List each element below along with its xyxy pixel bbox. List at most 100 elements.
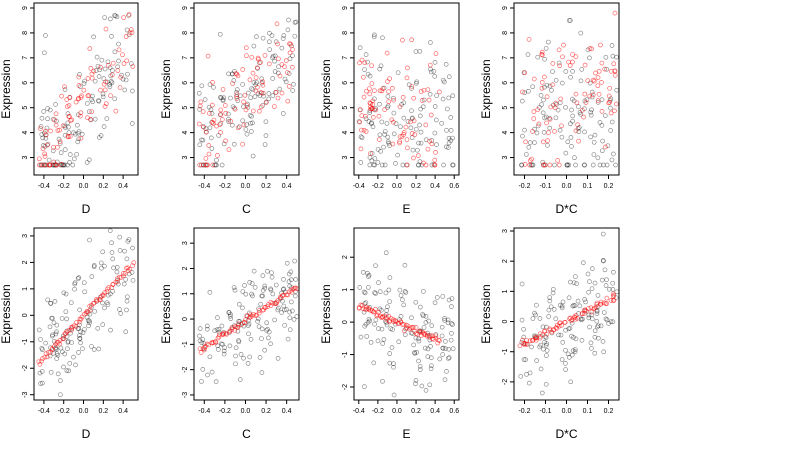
black-point <box>416 338 422 344</box>
black-point <box>387 360 393 366</box>
red-point <box>547 116 553 122</box>
black-point <box>440 77 446 83</box>
red-point <box>531 109 537 115</box>
black-point <box>41 109 47 114</box>
red-point <box>522 162 528 167</box>
black-point <box>104 116 110 121</box>
black-point <box>256 324 262 329</box>
red-point <box>89 75 95 81</box>
black-point <box>97 67 103 73</box>
black-point <box>446 346 452 352</box>
black-point <box>579 338 585 343</box>
black-point <box>450 322 455 327</box>
black-point <box>229 122 235 128</box>
red-point <box>413 325 419 330</box>
black-point <box>385 94 391 99</box>
black-point <box>538 342 544 348</box>
red-point <box>428 333 434 339</box>
black-point <box>52 299 58 304</box>
black-point <box>589 107 594 113</box>
red-point <box>53 111 59 117</box>
black-point <box>578 30 584 36</box>
red-point <box>76 83 82 88</box>
red-point <box>244 103 250 108</box>
y-tick-label: 3 <box>502 229 509 233</box>
black-point <box>412 351 418 356</box>
black-point <box>208 107 214 112</box>
red-point <box>123 34 129 40</box>
black-point <box>233 353 238 359</box>
black-point <box>116 41 121 47</box>
red-point <box>418 89 424 94</box>
black-point <box>264 328 269 333</box>
x-tick-label: -0.4 <box>198 183 210 190</box>
black-point <box>121 281 127 287</box>
black-point <box>529 162 535 168</box>
black-point <box>417 122 422 128</box>
x-tick-label: 0.4 <box>282 183 292 190</box>
red-points-8 <box>517 291 617 349</box>
red-point <box>203 129 209 135</box>
red-point <box>289 289 295 295</box>
black-point <box>71 130 76 136</box>
red-point <box>85 308 90 314</box>
black-point <box>207 125 213 131</box>
black-point <box>398 292 404 298</box>
black-point <box>588 112 594 118</box>
black-point <box>388 326 394 332</box>
black-point <box>249 281 255 286</box>
black-point <box>418 140 424 146</box>
black-point <box>429 138 435 143</box>
y-tick-label: 4 <box>22 131 29 135</box>
x-tick-label: 0.2 <box>98 183 108 190</box>
x-tick-label: -0.4 <box>353 183 365 190</box>
black-point <box>258 301 264 307</box>
red-point <box>74 319 79 325</box>
black-point <box>108 327 113 333</box>
black-point <box>365 285 371 290</box>
red-point <box>86 93 92 98</box>
black-point <box>614 87 620 93</box>
red-point <box>383 315 389 320</box>
black-point <box>41 162 47 168</box>
black-point <box>260 273 266 278</box>
red-point <box>373 306 378 312</box>
black-point <box>219 162 225 168</box>
black-point <box>442 318 448 323</box>
black-point <box>613 162 618 168</box>
red-point <box>260 90 266 96</box>
black-point <box>244 122 249 127</box>
black-point <box>250 120 255 126</box>
black-point <box>592 132 598 138</box>
black-point <box>584 97 590 103</box>
x-tick-label: -0.4 <box>198 408 210 415</box>
black-point <box>433 117 439 123</box>
red-point <box>531 76 537 82</box>
black-point <box>117 234 123 240</box>
black-point <box>425 346 431 352</box>
black-point <box>38 162 44 168</box>
red-point <box>115 68 121 73</box>
y-axis-title: Expression <box>0 284 13 343</box>
black-point <box>63 291 69 297</box>
black-point <box>432 300 438 306</box>
black-point <box>45 106 50 111</box>
black-point <box>409 86 414 91</box>
black-point <box>532 310 537 316</box>
black-point <box>530 162 536 168</box>
black-point <box>416 140 421 146</box>
black-point <box>226 111 231 117</box>
black-point <box>610 319 616 325</box>
black-point <box>266 329 272 335</box>
red-point <box>520 89 525 95</box>
red-point <box>550 61 556 66</box>
black-point <box>275 356 281 361</box>
y-tick-label: 2 <box>502 259 509 263</box>
red-point <box>105 286 110 292</box>
black-point <box>292 293 298 299</box>
black-point <box>357 45 363 51</box>
black-point <box>413 381 418 387</box>
black-point <box>426 318 432 324</box>
black-point <box>123 77 129 83</box>
red-point <box>599 80 604 85</box>
